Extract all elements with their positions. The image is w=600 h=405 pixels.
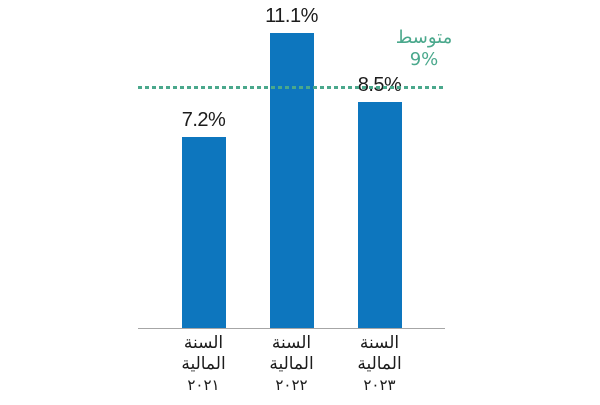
bar-column: 7.2% xyxy=(160,0,248,329)
average-reference-line xyxy=(138,86,445,89)
average-label-value: 9% xyxy=(409,49,439,70)
bar-value-label: 7.2% xyxy=(181,109,226,131)
x-axis-label: السنة المالية ٢٠٢٣ xyxy=(357,333,402,394)
average-label-title: متوسط xyxy=(395,27,453,48)
x-axis-line xyxy=(138,328,445,329)
bar-value-label: 8.5% xyxy=(357,74,402,96)
average-label: متوسط 9% xyxy=(381,27,467,71)
plot-area: 7.2% 11.1% 8.5% xyxy=(138,0,445,329)
bar-column: 11.1% xyxy=(248,0,336,329)
bar xyxy=(269,33,314,329)
x-axis-labels: السنة المالية ٢٠٢١ السنة المالية ٢٠٢٢ السنة الم… xyxy=(138,333,445,396)
bars-group: 7.2% 11.1% 8.5% xyxy=(138,0,445,329)
bar xyxy=(181,137,226,329)
bar-value-label: 11.1% xyxy=(265,5,318,27)
bar xyxy=(357,102,402,329)
bar-column: 8.5% xyxy=(336,0,424,329)
x-axis-label: السنة المالية ٢٠٢١ xyxy=(181,333,226,394)
x-axis-label: السنة المالية ٢٠٢٢ xyxy=(269,333,314,394)
